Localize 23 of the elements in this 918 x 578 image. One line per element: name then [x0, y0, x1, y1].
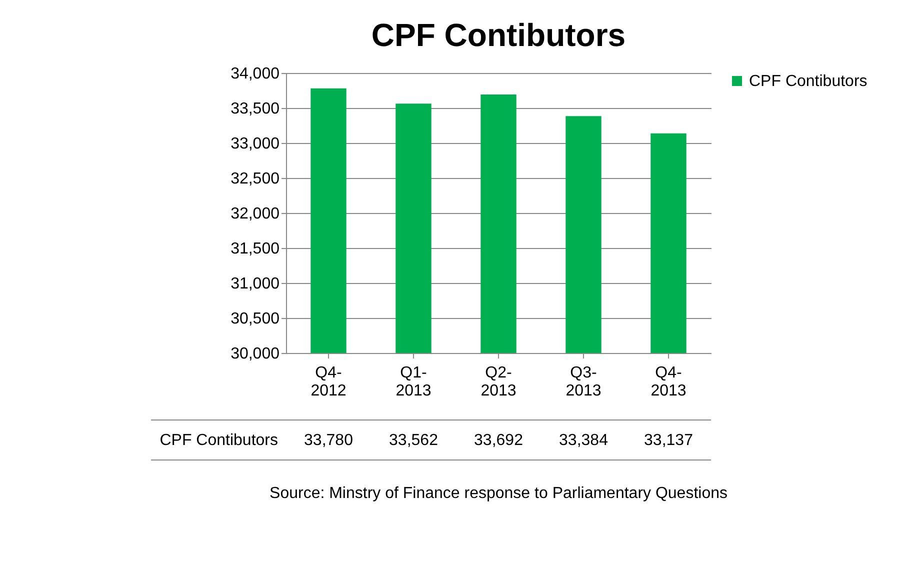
x-tick-label: Q4-2013	[650, 364, 686, 400]
x-tick-label: Q1-2013	[396, 364, 432, 400]
x-tick-label: Q2-2013	[480, 364, 516, 400]
y-tick-label: 33,500	[230, 100, 280, 118]
data-label: 33,137	[644, 432, 694, 449]
x-tick-label: Q4-2012	[310, 364, 346, 400]
y-tick-label: 32,000	[230, 206, 280, 222]
legend-label: CPF Contibutors	[749, 73, 868, 90]
data-label: 33,692	[474, 432, 524, 449]
y-tick-label: 33,000	[230, 136, 280, 152]
x-tick-label: Q3-2013	[566, 364, 602, 400]
y-tick-label: 30,500	[230, 310, 280, 328]
data-label: 33,780	[304, 432, 354, 449]
y-tick-label: 31,000	[230, 276, 280, 292]
y-tick-label: 31,500	[230, 240, 280, 258]
y-tick-label: 30,000	[230, 346, 280, 362]
y-tick-label: 34,000	[230, 66, 280, 82]
source-note: Source: Minstry of Finance response to Parliamentary Questions	[270, 485, 728, 502]
data-label: 33,562	[389, 432, 438, 449]
text: CPF Contibutors	[160, 432, 278, 449]
chart-title: CPF Contibutors	[371, 17, 626, 53]
data-label: 33,384	[559, 432, 608, 449]
y-tick-label: 32,500	[230, 170, 280, 188]
